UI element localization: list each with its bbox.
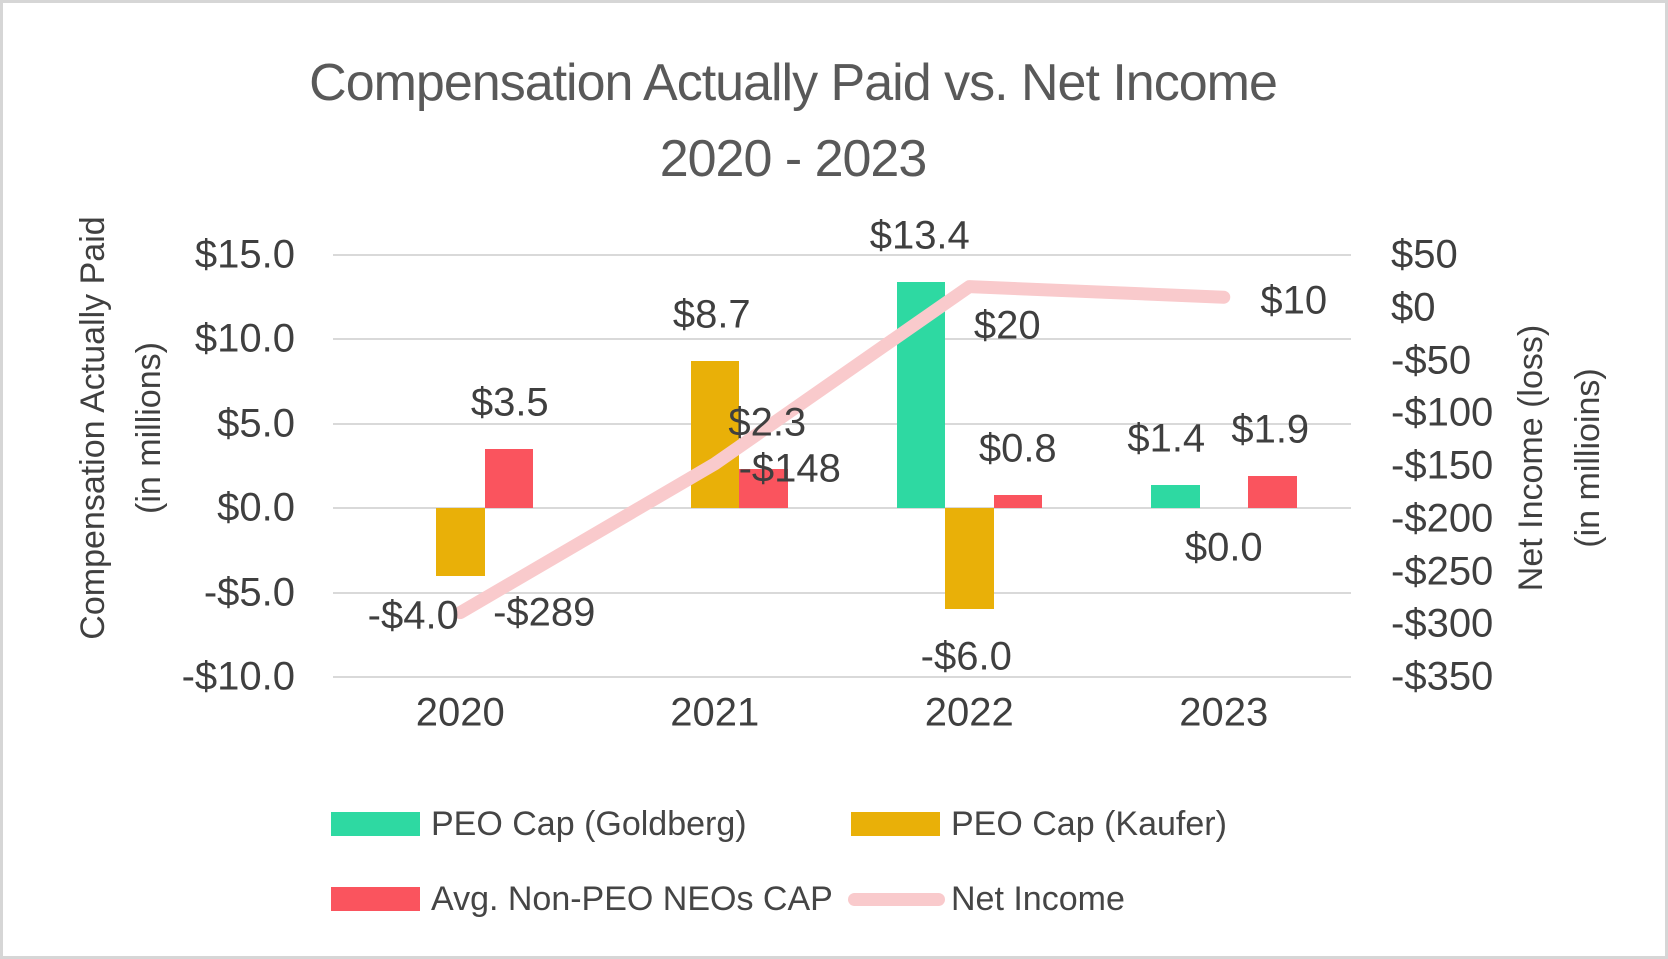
left-axis-tick: -$5.0: [203, 570, 295, 615]
bar-peo-cap-kaufer-2022: [945, 508, 994, 610]
gridline: [333, 338, 1351, 341]
chart-title-line2: 2020 - 2023: [659, 130, 928, 188]
chart-title: Compensation Actually Paid vs. Net Incom…: [3, 45, 1583, 197]
data-label-peo-cap-kaufer-2020: -$4.0: [367, 593, 459, 638]
right-axis-tick: -$50: [1391, 338, 1472, 382]
right-axis-tick: -$350: [1391, 654, 1494, 699]
data-label-peo-cap-goldberg-2023: $1.4: [1127, 416, 1206, 461]
right-axis-tick: -$100: [1391, 390, 1494, 435]
gridline: [333, 254, 1351, 256]
legend-label: PEO Cap (Goldberg): [431, 804, 747, 843]
bar-avg-non-peo-neos-cap-2020: [484, 449, 533, 509]
right-axis-title-units: (in millioins): [1569, 368, 1607, 548]
right-axis-tick: -$200: [1391, 496, 1494, 541]
left-axis-tick: $0.0: [217, 485, 295, 530]
data-label-avg-non-peo-neos-cap-2023: $1.9: [1231, 407, 1310, 452]
legend-label: Avg. Non-PEO NEOs CAP: [431, 879, 833, 918]
bar-peo-cap-kaufer-2020: [436, 508, 485, 576]
bar-avg-non-peo-neos-cap-2023: [1248, 476, 1297, 509]
legend-item-avg-non-peo-neos-cap: Avg. Non-PEO NEOs CAP: [331, 879, 833, 918]
gridline: [333, 591, 1351, 594]
bar-peo-cap-goldberg-2023: [1151, 484, 1200, 509]
right-axis-tick: $0: [1391, 285, 1436, 330]
x-axis-tick-2020: 2020: [415, 690, 505, 735]
net-income-legend-line: [848, 892, 945, 906]
right-axis-tick: -$300: [1391, 601, 1494, 646]
left-axis-tick: -$10.0: [181, 654, 295, 699]
data-label-net-income-2022: $20: [973, 303, 1041, 348]
chart-title-line1: Compensation Actually Paid vs. Net Incom…: [309, 54, 1278, 112]
goldberg-legend-swatch: [331, 812, 420, 836]
legend-label: PEO Cap (Kaufer): [951, 804, 1227, 843]
data-label-net-income-2023: $10: [1260, 278, 1328, 323]
right-axis-tick: $50: [1391, 232, 1458, 277]
gridline: [333, 676, 1351, 678]
data-label-avg-non-peo-neos-cap-2020: $3.5: [470, 380, 549, 425]
left-axis-tick: $5.0: [217, 401, 295, 446]
kaufer-legend-swatch: [851, 812, 940, 836]
bar-peo-cap-goldberg-2022: [896, 282, 945, 509]
right-axis-title: Net Income (loss): [1512, 324, 1550, 592]
legend-item-net-income: Net Income: [848, 879, 1125, 918]
legend-label: Net Income: [951, 879, 1125, 918]
data-label-avg-non-peo-neos-cap-2022: $0.8: [978, 426, 1057, 471]
data-label-peo-cap-kaufer-2023: $0.0: [1184, 525, 1263, 570]
non-peo-legend-swatch: [331, 887, 420, 911]
legend-item-peo-cap-goldberg: PEO Cap (Goldberg): [331, 804, 747, 843]
data-label-net-income-2021: -$148: [738, 446, 841, 491]
left-axis-tick: $15.0: [194, 232, 295, 277]
legend-item-peo-cap-kaufer: PEO Cap (Kaufer): [851, 804, 1227, 843]
left-axis-tick: $10.0: [194, 316, 295, 361]
right-axis-tick: -$250: [1391, 549, 1494, 593]
data-label-net-income-2020: -$289: [493, 590, 596, 635]
right-axis-tick: -$150: [1391, 443, 1494, 488]
data-label-peo-cap-kaufer-2021: $8.7: [672, 292, 751, 337]
x-axis-tick-2023: 2023: [1179, 690, 1269, 735]
x-axis-tick-2022: 2022: [924, 690, 1014, 735]
x-axis-tick-2021: 2021: [670, 690, 760, 735]
data-label-avg-non-peo-neos-cap-2021: $2.3: [728, 400, 807, 445]
bar-avg-non-peo-neos-cap-2022: [993, 494, 1042, 509]
data-label-peo-cap-goldberg-2022: $13.4: [869, 213, 970, 258]
data-label-peo-cap-kaufer-2022: -$6.0: [920, 634, 1012, 679]
net-income-line: [453, 280, 1231, 620]
